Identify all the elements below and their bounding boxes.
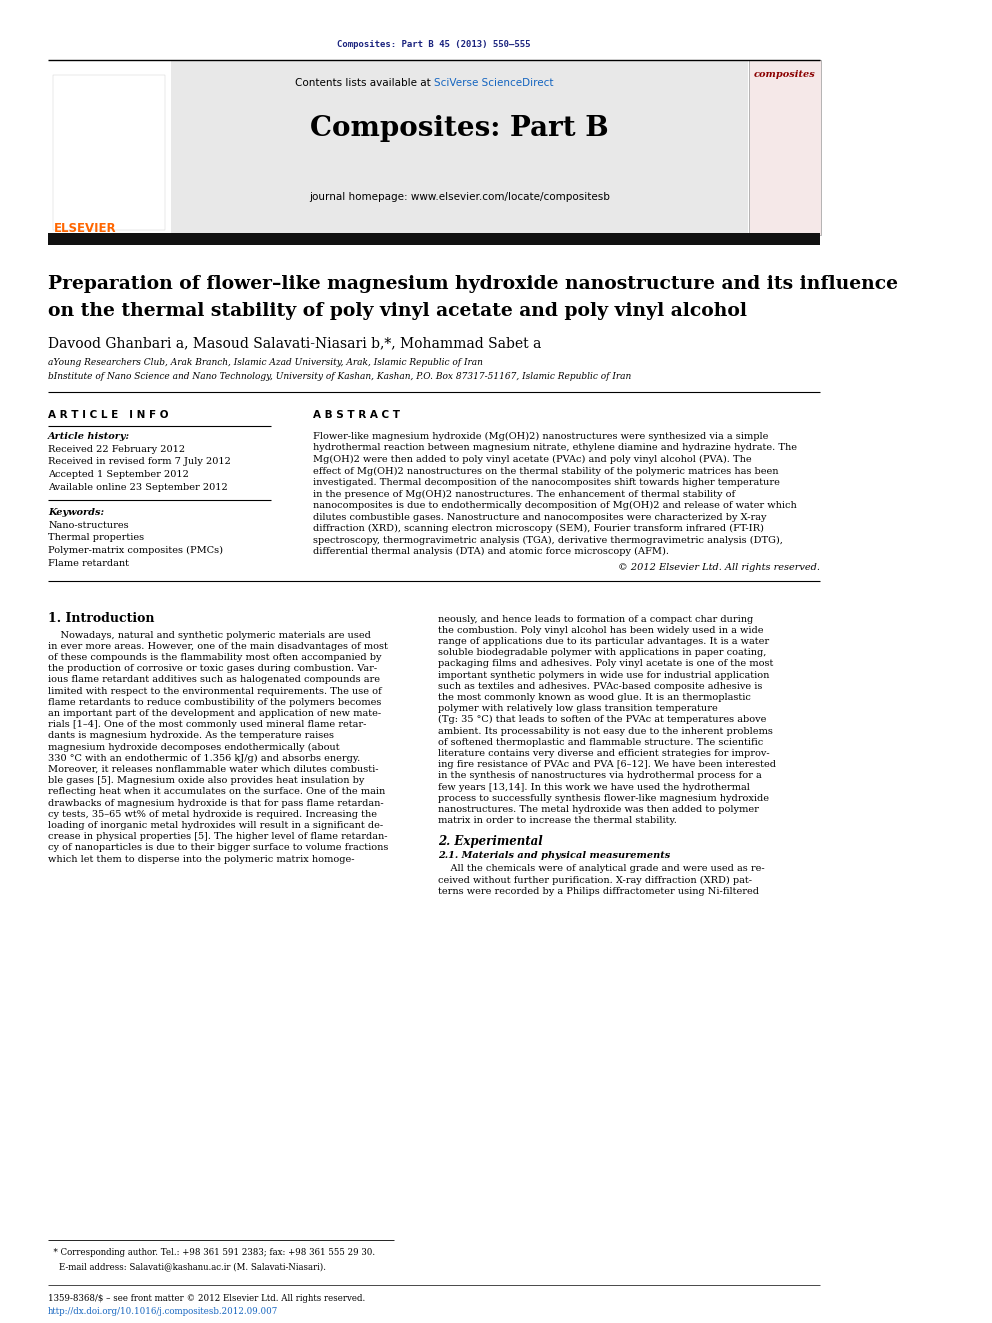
Bar bbox=[749, 60, 821, 235]
Bar bbox=[49, 233, 820, 245]
Text: process to successfully synthesis flower-like magnesium hydroxide: process to successfully synthesis flower… bbox=[437, 794, 769, 803]
Text: cy tests, 35–65 wt% of metal hydroxide is required. Increasing the: cy tests, 35–65 wt% of metal hydroxide i… bbox=[49, 810, 377, 819]
Text: dilutes combustible gases. Nanostructure and nanocomposites were characterized b: dilutes combustible gases. Nanostructure… bbox=[313, 512, 767, 521]
Text: in the presence of Mg(OH)2 nanostructures. The enhancement of thermal stability : in the presence of Mg(OH)2 nanostructure… bbox=[313, 490, 735, 499]
Text: important synthetic polymers in wide use for industrial application: important synthetic polymers in wide use… bbox=[437, 671, 769, 680]
Bar bbox=[49, 60, 171, 235]
Text: loading of inorganic metal hydroxides will result in a significant de-: loading of inorganic metal hydroxides wi… bbox=[49, 820, 383, 830]
Text: drawbacks of magnesium hydroxide is that for pass flame retardan-: drawbacks of magnesium hydroxide is that… bbox=[49, 799, 384, 807]
Text: Composites: Part B: Composites: Part B bbox=[310, 115, 609, 142]
Bar bbox=[171, 60, 748, 235]
Text: Received 22 February 2012: Received 22 February 2012 bbox=[49, 445, 186, 454]
Text: Contents lists available at: Contents lists available at bbox=[295, 78, 434, 89]
Text: nanostructures. The metal hydroxide was then added to polymer: nanostructures. The metal hydroxide was … bbox=[437, 804, 759, 814]
Bar bbox=[53, 75, 165, 230]
Text: dants is magnesium hydroxide. As the temperature raises: dants is magnesium hydroxide. As the tem… bbox=[49, 732, 334, 741]
Text: Polymer-matrix composites (PMCs): Polymer-matrix composites (PMCs) bbox=[49, 546, 223, 556]
Text: cy of nanoparticles is due to their bigger surface to volume fractions: cy of nanoparticles is due to their bigg… bbox=[49, 843, 389, 852]
Text: 330 °C with an endothermic of 1.356 kJ/g) and absorbs energy.: 330 °C with an endothermic of 1.356 kJ/g… bbox=[49, 754, 360, 763]
Text: aYoung Researchers Club, Arak Branch, Islamic Azad University, Arak, Islamic Rep: aYoung Researchers Club, Arak Branch, Is… bbox=[49, 359, 483, 366]
Text: crease in physical properties [5]. The higher level of flame retardan-: crease in physical properties [5]. The h… bbox=[49, 832, 388, 841]
Text: All the chemicals were of analytical grade and were used as re-: All the chemicals were of analytical gra… bbox=[437, 864, 764, 873]
Text: Davood Ghanbari a, Masoud Salavati-Niasari b,*, Mohammad Sabet a: Davood Ghanbari a, Masoud Salavati-Niasa… bbox=[49, 336, 542, 351]
Text: Mg(OH)2 were then added to poly vinyl acetate (PVAc) and poly vinyl alcohol (PVA: Mg(OH)2 were then added to poly vinyl ac… bbox=[313, 455, 752, 464]
Text: Keywords:: Keywords: bbox=[49, 508, 104, 517]
Text: the production of corrosive or toxic gases during combustion. Var-: the production of corrosive or toxic gas… bbox=[49, 664, 377, 673]
Text: 1359-8368/$ – see front matter © 2012 Elsevier Ltd. All rights reserved.: 1359-8368/$ – see front matter © 2012 El… bbox=[49, 1294, 365, 1303]
Text: Composites: Part B 45 (2013) 550–555: Composites: Part B 45 (2013) 550–555 bbox=[337, 40, 531, 49]
Text: in the synthesis of nanostructures via hydrothermal process for a: in the synthesis of nanostructures via h… bbox=[437, 771, 761, 781]
Text: terns were recorded by a Philips diffractometer using Ni-filtered: terns were recorded by a Philips diffrac… bbox=[437, 886, 759, 896]
Text: which let them to disperse into the polymeric matrix homoge-: which let them to disperse into the poly… bbox=[49, 855, 354, 864]
Text: the most commonly known as wood glue. It is an thermoplastic: the most commonly known as wood glue. It… bbox=[437, 693, 751, 703]
Text: ceived without further purification. X-ray diffraction (XRD) pat-: ceived without further purification. X-r… bbox=[437, 876, 752, 885]
Text: ELSEVIER: ELSEVIER bbox=[55, 222, 117, 235]
Text: few years [13,14]. In this work we have used the hydrothermal: few years [13,14]. In this work we have … bbox=[437, 782, 750, 791]
Text: ious flame retardant additives such as halogenated compounds are: ious flame retardant additives such as h… bbox=[49, 675, 380, 684]
Text: Flower-like magnesium hydroxide (Mg(OH)2) nanostructures were synthesized via a : Flower-like magnesium hydroxide (Mg(OH)2… bbox=[313, 433, 769, 441]
Text: diffraction (XRD), scanning electron microscopy (SEM), Fourier transform infrare: diffraction (XRD), scanning electron mic… bbox=[313, 524, 764, 533]
Text: Article history:: Article history: bbox=[49, 433, 130, 441]
Text: flame retardants to reduce combustibility of the polymers becomes: flame retardants to reduce combustibilit… bbox=[49, 697, 382, 706]
Text: journal homepage: www.elsevier.com/locate/compositesb: journal homepage: www.elsevier.com/locat… bbox=[310, 192, 610, 202]
Text: ing fire resistance of PVAc and PVA [6–12]. We have been interested: ing fire resistance of PVAc and PVA [6–1… bbox=[437, 761, 776, 769]
Text: Accepted 1 September 2012: Accepted 1 September 2012 bbox=[49, 470, 189, 479]
Text: Moreover, it releases nonflammable water which dilutes combusti-: Moreover, it releases nonflammable water… bbox=[49, 765, 379, 774]
Text: Nano-structures: Nano-structures bbox=[49, 521, 129, 531]
Text: Nowadays, natural and synthetic polymeric materials are used: Nowadays, natural and synthetic polymeri… bbox=[49, 631, 371, 639]
Text: matrix in order to increase the thermal stability.: matrix in order to increase the thermal … bbox=[437, 816, 677, 826]
Text: rials [1–4]. One of the most commonly used mineral flame retar-: rials [1–4]. One of the most commonly us… bbox=[49, 720, 366, 729]
Text: ambient. Its processability is not easy due to the inherent problems: ambient. Its processability is not easy … bbox=[437, 726, 773, 736]
Text: Preparation of flower–like magnesium hydroxide nanostructure and its influence: Preparation of flower–like magnesium hyd… bbox=[49, 275, 898, 292]
Text: Flame retardant: Flame retardant bbox=[49, 558, 129, 568]
Text: nanocomposites is due to endothermically decomposition of Mg(OH)2 and release of: nanocomposites is due to endothermically… bbox=[313, 501, 797, 511]
Text: literature contains very diverse and efficient strategies for improv-: literature contains very diverse and eff… bbox=[437, 749, 769, 758]
Text: packaging films and adhesives. Poly vinyl acetate is one of the most: packaging films and adhesives. Poly viny… bbox=[437, 659, 773, 668]
Text: Received in revised form 7 July 2012: Received in revised form 7 July 2012 bbox=[49, 458, 231, 467]
Text: effect of Mg(OH)2 nanostructures on the thermal stability of the polymeric matri: effect of Mg(OH)2 nanostructures on the … bbox=[313, 467, 779, 476]
Text: of softened thermoplastic and flammable structure. The scientific: of softened thermoplastic and flammable … bbox=[437, 738, 763, 746]
Text: composites: composites bbox=[754, 70, 815, 79]
Text: (Tg: 35 °C) that leads to soften of the PVAc at temperatures above: (Tg: 35 °C) that leads to soften of the … bbox=[437, 716, 766, 725]
Text: 1. Introduction: 1. Introduction bbox=[49, 613, 155, 626]
Text: investigated. Thermal decomposition of the nanocomposites shift towards higher t: investigated. Thermal decomposition of t… bbox=[313, 478, 780, 487]
Text: © 2012 Elsevier Ltd. All rights reserved.: © 2012 Elsevier Ltd. All rights reserved… bbox=[618, 562, 820, 572]
Text: 2.1. Materials and physical measurements: 2.1. Materials and physical measurements bbox=[437, 851, 670, 860]
Text: http://dx.doi.org/10.1016/j.compositesb.2012.09.007: http://dx.doi.org/10.1016/j.compositesb.… bbox=[49, 1307, 279, 1316]
Text: the combustion. Poly vinyl alcohol has been widely used in a wide: the combustion. Poly vinyl alcohol has b… bbox=[437, 626, 763, 635]
Text: Thermal properties: Thermal properties bbox=[49, 533, 144, 542]
Text: differential thermal analysis (DTA) and atomic force microscopy (AFM).: differential thermal analysis (DTA) and … bbox=[313, 546, 670, 556]
Text: * Corresponding author. Tel.: +98 361 591 2383; fax: +98 361 555 29 30.: * Corresponding author. Tel.: +98 361 59… bbox=[49, 1248, 375, 1257]
Text: magnesium hydroxide decomposes endothermically (about: magnesium hydroxide decomposes endotherm… bbox=[49, 742, 339, 751]
Text: limited with respect to the environmental requirements. The use of: limited with respect to the environmenta… bbox=[49, 687, 382, 696]
Text: neously, and hence leads to formation of a compact char during: neously, and hence leads to formation of… bbox=[437, 614, 753, 623]
Text: A B S T R A C T: A B S T R A C T bbox=[313, 410, 401, 419]
Text: reflecting heat when it accumulates on the surface. One of the main: reflecting heat when it accumulates on t… bbox=[49, 787, 385, 796]
Text: on the thermal stability of poly vinyl acetate and poly vinyl alcohol: on the thermal stability of poly vinyl a… bbox=[49, 302, 747, 320]
Text: bInstitute of Nano Science and Nano Technology, University of Kashan, Kashan, P.: bInstitute of Nano Science and Nano Tech… bbox=[49, 372, 631, 381]
Text: hydrothermal reaction between magnesium nitrate, ethylene diamine and hydrazine : hydrothermal reaction between magnesium … bbox=[313, 443, 798, 452]
Text: soluble biodegradable polymer with applications in paper coating,: soluble biodegradable polymer with appli… bbox=[437, 648, 766, 658]
Text: Available online 23 September 2012: Available online 23 September 2012 bbox=[49, 483, 228, 492]
Text: an important part of the development and application of new mate-: an important part of the development and… bbox=[49, 709, 381, 718]
Text: polymer with relatively low glass transition temperature: polymer with relatively low glass transi… bbox=[437, 704, 717, 713]
Text: in ever more areas. However, one of the main disadvantages of most: in ever more areas. However, one of the … bbox=[49, 642, 388, 651]
Text: of these compounds is the flammability most often accompanied by: of these compounds is the flammability m… bbox=[49, 652, 382, 662]
Text: 2. Experimental: 2. Experimental bbox=[437, 835, 543, 848]
Text: spectroscopy, thermogravimetric analysis (TGA), derivative thermogravimetric ana: spectroscopy, thermogravimetric analysis… bbox=[313, 536, 784, 545]
Text: E-mail address: Salavati@kashanu.ac.ir (M. Salavati-Niasari).: E-mail address: Salavati@kashanu.ac.ir (… bbox=[49, 1262, 326, 1271]
Text: ble gases [5]. Magnesium oxide also provides heat insulation by: ble gases [5]. Magnesium oxide also prov… bbox=[49, 777, 364, 785]
Text: SciVerse ScienceDirect: SciVerse ScienceDirect bbox=[434, 78, 554, 89]
Text: A R T I C L E   I N F O: A R T I C L E I N F O bbox=[49, 410, 169, 419]
Text: range of applications due to its particular advantages. It is a water: range of applications due to its particu… bbox=[437, 636, 769, 646]
Text: such as textiles and adhesives. PVAc-based composite adhesive is: such as textiles and adhesives. PVAc-bas… bbox=[437, 681, 762, 691]
